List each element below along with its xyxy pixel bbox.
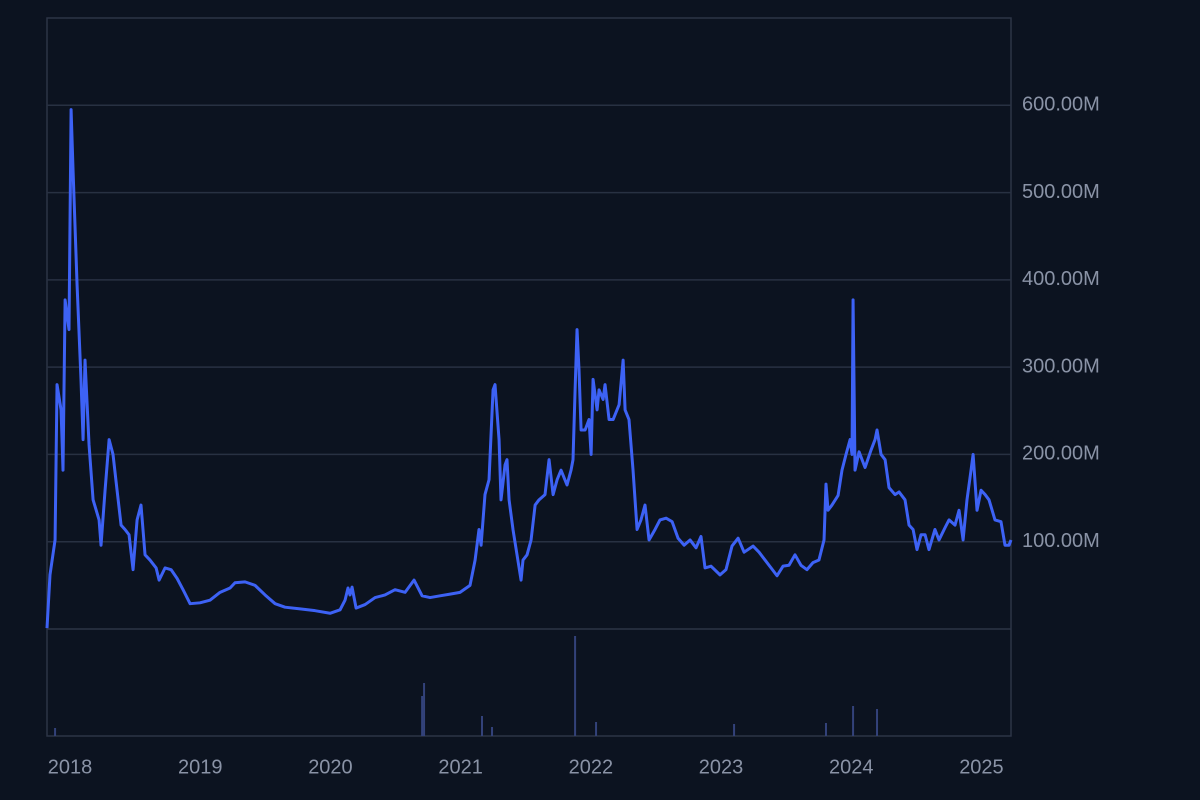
x-tick-label: 2021 bbox=[438, 756, 483, 778]
y-tick-label: 400.00M bbox=[1022, 268, 1100, 290]
volume-bar bbox=[876, 709, 879, 736]
volume-bar bbox=[480, 716, 483, 736]
x-tick-label: 2018 bbox=[48, 756, 93, 778]
volume-bar bbox=[491, 727, 494, 736]
x-tick-label: 2022 bbox=[569, 756, 614, 778]
volume-bar bbox=[54, 728, 57, 736]
x-tick-label: 2023 bbox=[699, 756, 744, 778]
volume-bar bbox=[733, 724, 736, 736]
x-tick-label: 2019 bbox=[178, 756, 223, 778]
volume-bar bbox=[595, 722, 598, 736]
y-tick-label: 100.00M bbox=[1022, 530, 1100, 552]
y-tick-label: 600.00M bbox=[1022, 94, 1100, 116]
y-tick-label: 300.00M bbox=[1022, 355, 1100, 377]
volume-bar bbox=[423, 683, 426, 736]
volume-bar bbox=[421, 696, 424, 736]
plot-frame bbox=[46, 17, 1012, 737]
y-tick-label: 200.00M bbox=[1022, 443, 1100, 465]
x-tick-label: 2025 bbox=[959, 756, 1004, 778]
x-tick-label: 2020 bbox=[308, 756, 353, 778]
volume-bar bbox=[824, 723, 827, 736]
volume-bar bbox=[852, 706, 855, 736]
x-tick-label: 2024 bbox=[829, 756, 874, 778]
y-tick-label: 500.00M bbox=[1022, 181, 1100, 203]
volume-bar bbox=[574, 636, 577, 736]
price-line bbox=[45, 108, 1013, 629]
